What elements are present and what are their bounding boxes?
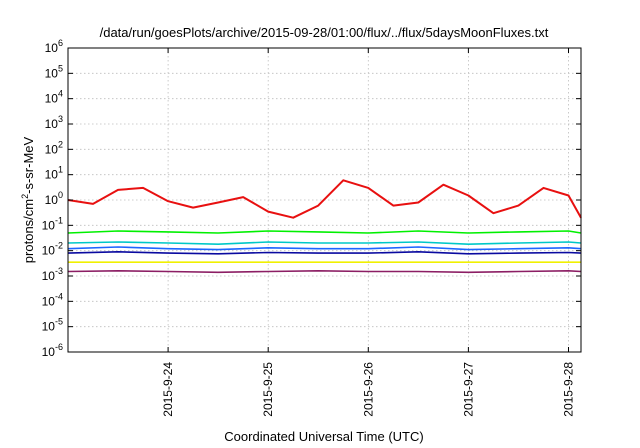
chart-title: /data/run/goesPlots/archive/2015-09-28/0… [100, 25, 549, 40]
y-tick-label: 10-2 [42, 241, 63, 258]
x-tick-label: 2015-9-25 [261, 362, 275, 417]
x-tick-label: 2015-9-28 [561, 362, 575, 417]
series-line [67, 251, 582, 255]
y-tick-label: 100 [45, 190, 63, 207]
x-tick-label: 2015-9-27 [461, 362, 475, 417]
axis-ticks: 10-6 10-5 10-4 10-3 10-2 10-1 100 101 102 103 104 1… [42, 38, 581, 417]
series-group [67, 179, 582, 274]
y-axis-label: protons/cm2-s-sr-MeV [20, 136, 36, 263]
y-tick-label: 104 [45, 89, 63, 106]
y-tick-label: 103 [45, 114, 63, 131]
y-tick-label: 10-5 [42, 317, 63, 334]
series-line [67, 230, 582, 234]
x-tick-label: 2015-9-26 [361, 362, 375, 417]
y-tick-label: 106 [45, 38, 63, 55]
series-line [67, 179, 582, 219]
y-tick-label: 102 [45, 139, 63, 156]
y-tick-label: 10-6 [42, 342, 63, 359]
grid-lines [68, 48, 581, 352]
x-axis-label: Coordinated Universal Time (UTC) [224, 429, 423, 444]
y-tick-label: 101 [45, 165, 63, 182]
series-line [67, 241, 582, 245]
x-tick-label: 2015-9-24 [161, 362, 175, 417]
series-line [67, 246, 582, 251]
y-tick-label: 105 [45, 63, 63, 80]
y-tick-label: 10-4 [42, 291, 63, 308]
y-tick-label: 10-3 [42, 266, 63, 283]
y-tick-label: 10-1 [42, 215, 63, 232]
series-line [67, 269, 582, 274]
